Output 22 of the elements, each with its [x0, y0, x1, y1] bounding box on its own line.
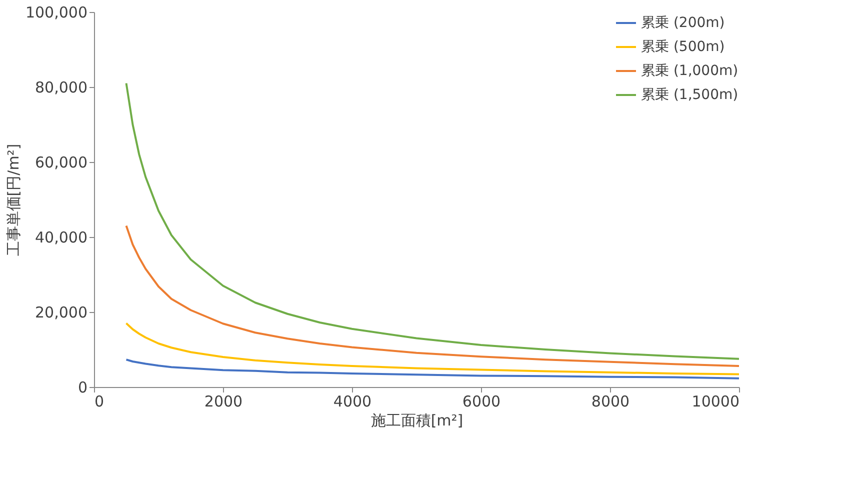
legend-label: 累乗 (500m) — [641, 39, 725, 55]
legend-label: 累乗 (1,500m) — [641, 87, 738, 103]
y-tick-label: 0 — [78, 378, 88, 396]
y-tick-label: 100,000 — [25, 4, 88, 22]
legend-label: 累乗 (200m) — [641, 15, 725, 31]
line-series — [125, 82, 739, 360]
x-tick-label: 4000 — [333, 392, 372, 410]
line-series — [125, 358, 739, 380]
x-tick-label: 2000 — [204, 392, 243, 410]
y-tick-label: 80,000 — [35, 78, 88, 96]
x-tick-label: 0 — [94, 392, 104, 410]
x-tick-label: 10000 — [692, 392, 740, 410]
line-series — [125, 224, 739, 367]
x-tick-label: 6000 — [462, 392, 501, 410]
y-tick-label: 20,000 — [35, 304, 88, 322]
y-tick-label: 40,000 — [35, 228, 88, 246]
x-axis-title: 施工面積[m²] — [370, 412, 464, 430]
y-axis-title: 工事単価[円/m²] — [4, 144, 22, 256]
y-tick-label: 60,000 — [35, 154, 88, 172]
legend-label: 累乗 (1,000m) — [641, 63, 738, 79]
x-tick-label: 8000 — [591, 392, 630, 410]
line-series — [125, 322, 739, 376]
